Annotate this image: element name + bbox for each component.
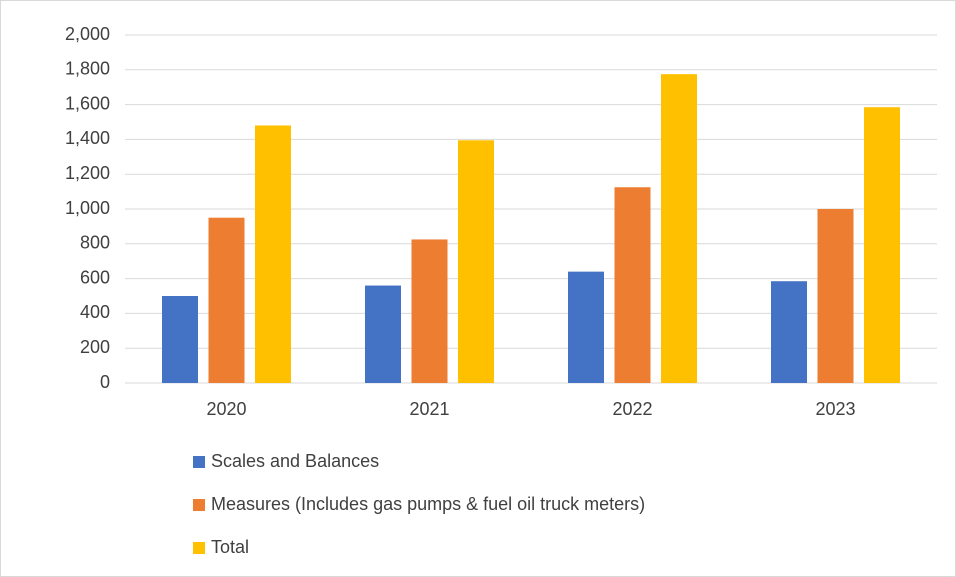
bar [614,187,651,383]
x-tick-label: 2022 [612,399,652,419]
y-tick-label: 1,200 [65,163,110,183]
y-tick-label: 0 [100,372,110,392]
bar [208,217,245,383]
y-tick-label: 1,000 [65,198,110,218]
bar [458,140,494,383]
y-tick-label: 600 [80,267,110,287]
bar [568,271,604,383]
bar [817,209,854,383]
bar [255,125,291,383]
x-tick-label: 2023 [815,399,855,419]
y-tick-label: 1,400 [65,128,110,148]
y-tick-label: 1,800 [65,59,110,79]
legend-swatch [193,456,205,468]
x-tick-label: 2020 [206,399,246,419]
bar [771,281,807,383]
legend-swatch [193,499,205,511]
legend-label: Measures (Includes gas pumps & fuel oil … [211,494,645,514]
bar [365,285,401,383]
bar [661,74,697,384]
x-tick-label: 2021 [409,399,449,419]
y-tick-label: 200 [80,337,110,357]
bar [411,239,448,383]
legend-label: Total [211,537,249,557]
y-tick-label: 400 [80,302,110,322]
bar [864,107,900,384]
legend-swatch [193,542,205,554]
legend-label: Scales and Balances [211,451,379,471]
y-tick-label: 800 [80,233,110,253]
y-tick-label: 2,000 [65,24,110,44]
y-tick-label: 1,600 [65,93,110,113]
bar [162,296,198,383]
